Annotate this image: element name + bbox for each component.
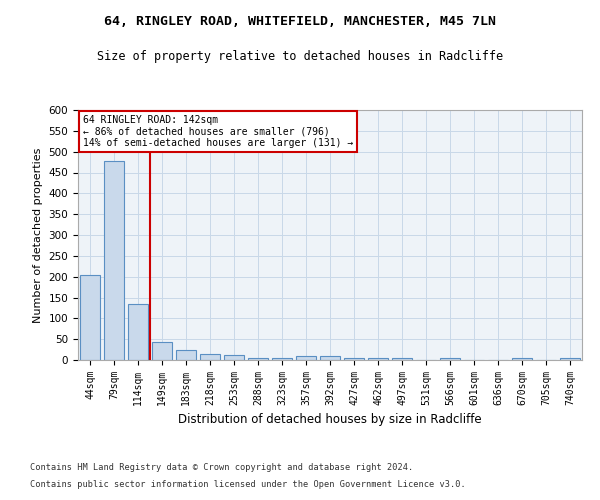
Bar xyxy=(272,358,292,360)
Bar xyxy=(392,358,412,360)
Bar xyxy=(200,354,220,360)
Bar xyxy=(344,358,364,360)
Bar xyxy=(152,342,172,360)
Bar xyxy=(128,304,148,360)
Bar xyxy=(512,358,532,360)
Text: 64, RINGLEY ROAD, WHITEFIELD, MANCHESTER, M45 7LN: 64, RINGLEY ROAD, WHITEFIELD, MANCHESTER… xyxy=(104,15,496,28)
Text: Size of property relative to detached houses in Radcliffe: Size of property relative to detached ho… xyxy=(97,50,503,63)
Bar xyxy=(296,356,316,360)
Bar xyxy=(80,276,100,360)
X-axis label: Distribution of detached houses by size in Radcliffe: Distribution of detached houses by size … xyxy=(178,414,482,426)
Bar xyxy=(224,355,244,360)
Bar xyxy=(248,358,268,360)
Text: Contains HM Land Registry data © Crown copyright and database right 2024.: Contains HM Land Registry data © Crown c… xyxy=(30,462,413,471)
Y-axis label: Number of detached properties: Number of detached properties xyxy=(33,148,43,322)
Text: 64 RINGLEY ROAD: 142sqm
← 86% of detached houses are smaller (796)
14% of semi-d: 64 RINGLEY ROAD: 142sqm ← 86% of detache… xyxy=(83,115,353,148)
Bar xyxy=(560,358,580,360)
Bar xyxy=(176,350,196,360)
Bar xyxy=(320,356,340,360)
Bar xyxy=(368,358,388,360)
Bar xyxy=(440,358,460,360)
Bar xyxy=(104,161,124,360)
Text: Contains public sector information licensed under the Open Government Licence v3: Contains public sector information licen… xyxy=(30,480,466,489)
